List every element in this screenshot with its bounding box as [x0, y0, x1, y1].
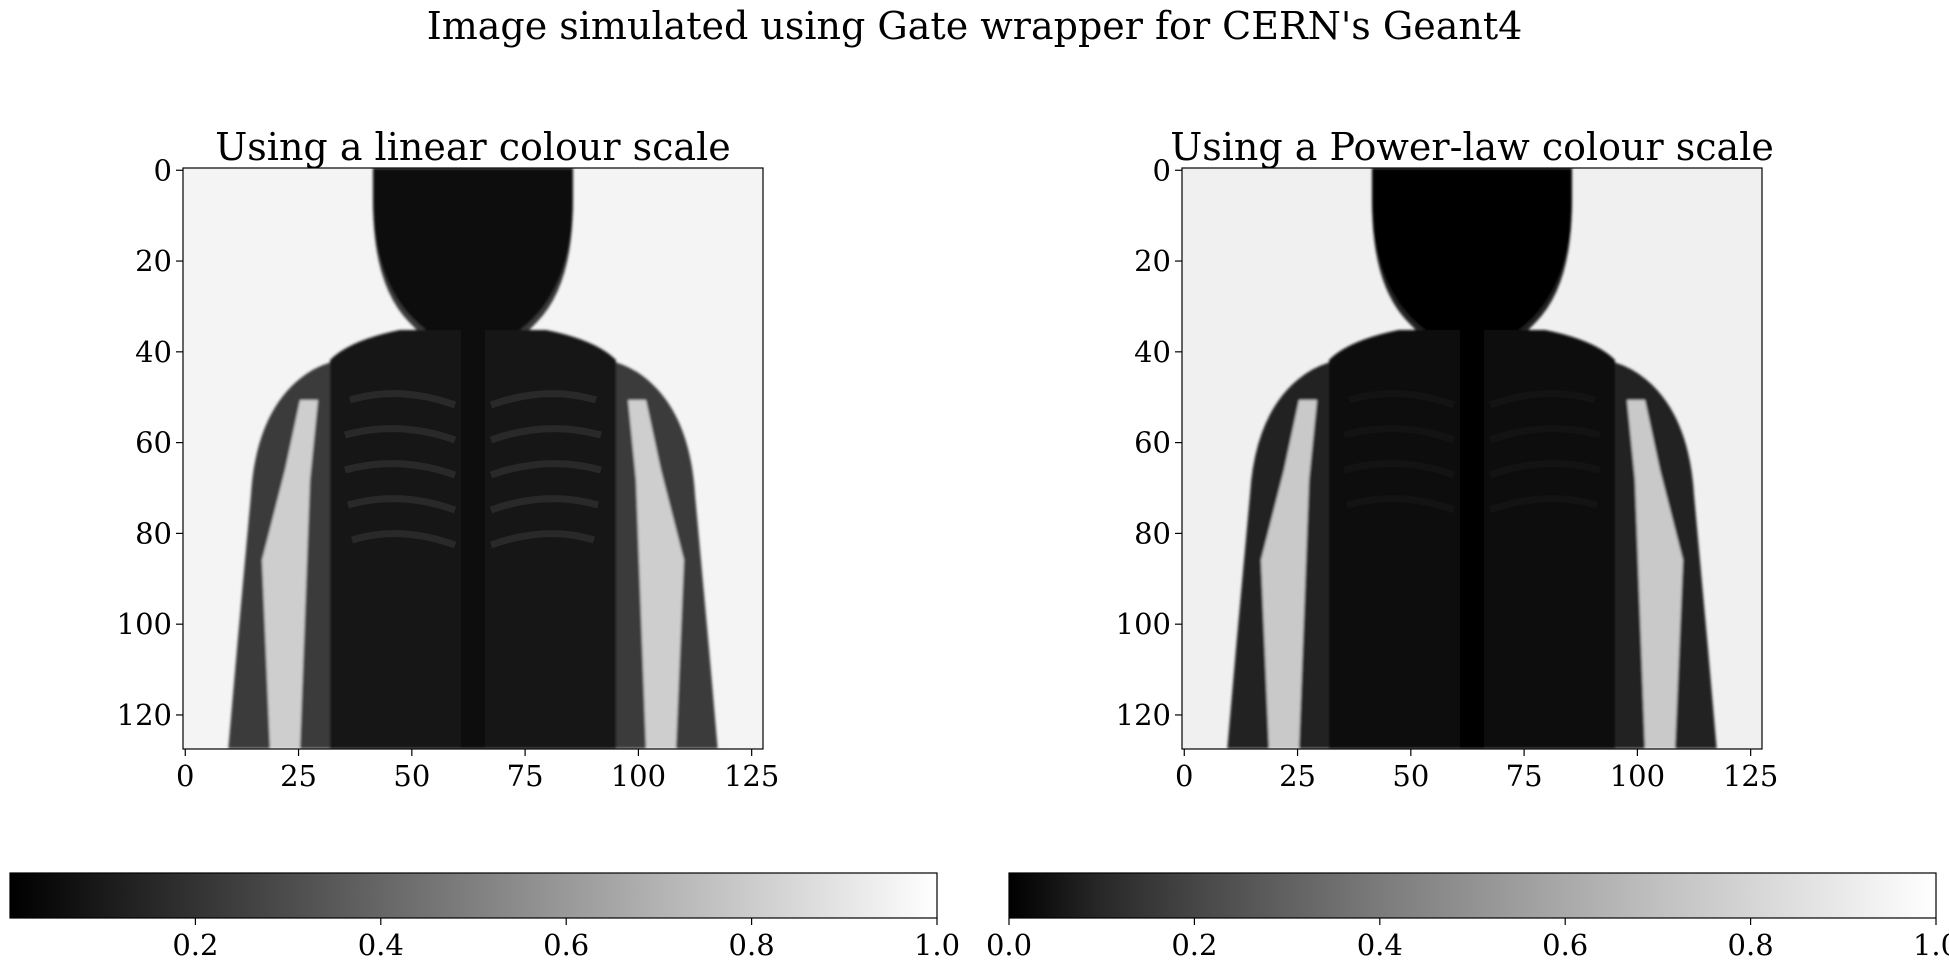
- y-tick-label-power-law-3: 60: [1134, 426, 1171, 460]
- y-tick-label-power-law-0: 0: [1153, 153, 1171, 187]
- x-tick-label-linear-3: 75: [507, 759, 544, 793]
- x-tick-label-linear-4: 100: [611, 759, 666, 793]
- colorbar-tick-label-power-law-2: 0.4: [1357, 928, 1403, 962]
- y-tick-label-linear-1: 20: [135, 244, 172, 278]
- x-tick-label-linear-5: 125: [724, 759, 779, 793]
- y-tick-label-power-law-6: 120: [1116, 698, 1171, 732]
- axes-linear: 0 25 50 75 100 125 0 20 40 60 80 100 120: [117, 153, 780, 793]
- colorbar-tick-label-power-law-0: 0.0: [986, 928, 1032, 962]
- y-tick-label-linear-2: 40: [135, 335, 172, 369]
- colorbar-tick-label-linear-1: 0.4: [358, 928, 404, 962]
- y-tick-label-linear-6: 120: [117, 698, 172, 732]
- x-tick-label-linear-2: 50: [393, 759, 430, 793]
- colorbar-tick-label-power-law-1: 0.2: [1171, 928, 1217, 962]
- x-tick-label-power-law-4: 100: [1610, 759, 1665, 793]
- colorbar-tick-label-power-law-3: 0.6: [1542, 928, 1588, 962]
- x-tick-label-power-law-3: 75: [1506, 759, 1543, 793]
- x-tick-label-power-law-5: 125: [1723, 759, 1778, 793]
- colorbar-power-law: 0.0 0.2 0.4 0.6 0.8 1.0: [986, 872, 1949, 962]
- colorbar-tick-label-linear-2: 0.6: [543, 928, 589, 962]
- x-tick-label-power-law-2: 50: [1392, 759, 1429, 793]
- y-tick-label-power-law-1: 20: [1134, 244, 1171, 278]
- panel-title-power-law: Using a Power-law colour scale: [1170, 125, 1774, 169]
- x-tick-label-linear-1: 25: [280, 759, 317, 793]
- xray-image-power-law: [1182, 168, 1762, 749]
- axes-power-law: 0 25 50 75 100 125 0 20 40 60 80 100 120: [1116, 153, 1779, 793]
- y-tick-label-linear-4: 80: [135, 516, 172, 550]
- x-tick-label-power-law-1: 25: [1279, 759, 1316, 793]
- y-tick-label-power-law-5: 100: [1116, 607, 1171, 641]
- colorbar-tick-label-linear-3: 0.8: [729, 928, 775, 962]
- figure-suptitle: Image simulated using Gate wrapper for C…: [426, 4, 1523, 48]
- panel-title-linear: Using a linear colour scale: [215, 125, 730, 169]
- y-tick-label-power-law-4: 80: [1134, 516, 1171, 550]
- xray-image-linear: [183, 168, 763, 749]
- y-tick-label-linear-0: 0: [154, 153, 172, 187]
- y-tick-label-power-law-2: 40: [1134, 335, 1171, 369]
- x-tick-label-power-law-0: 0: [1175, 759, 1193, 793]
- y-tick-label-linear-3: 60: [135, 426, 172, 460]
- colorbar-linear: 0.2 0.4 0.6 0.8 1.0: [9, 872, 960, 962]
- colorbar-tick-label-power-law-4: 0.8: [1728, 928, 1774, 962]
- colorbar-tick-label-linear-4: 1.0: [914, 928, 960, 962]
- x-tick-label-linear-0: 0: [176, 759, 194, 793]
- panel-linear: Using a linear colour scale: [117, 125, 780, 793]
- colorbar-tick-label-linear-0: 0.2: [172, 928, 218, 962]
- colorbar-tick-label-power-law-5: 1.0: [1913, 928, 1949, 962]
- panel-power-law: Using a Power-law colour scale: [1116, 125, 1779, 793]
- y-tick-label-linear-5: 100: [117, 607, 172, 641]
